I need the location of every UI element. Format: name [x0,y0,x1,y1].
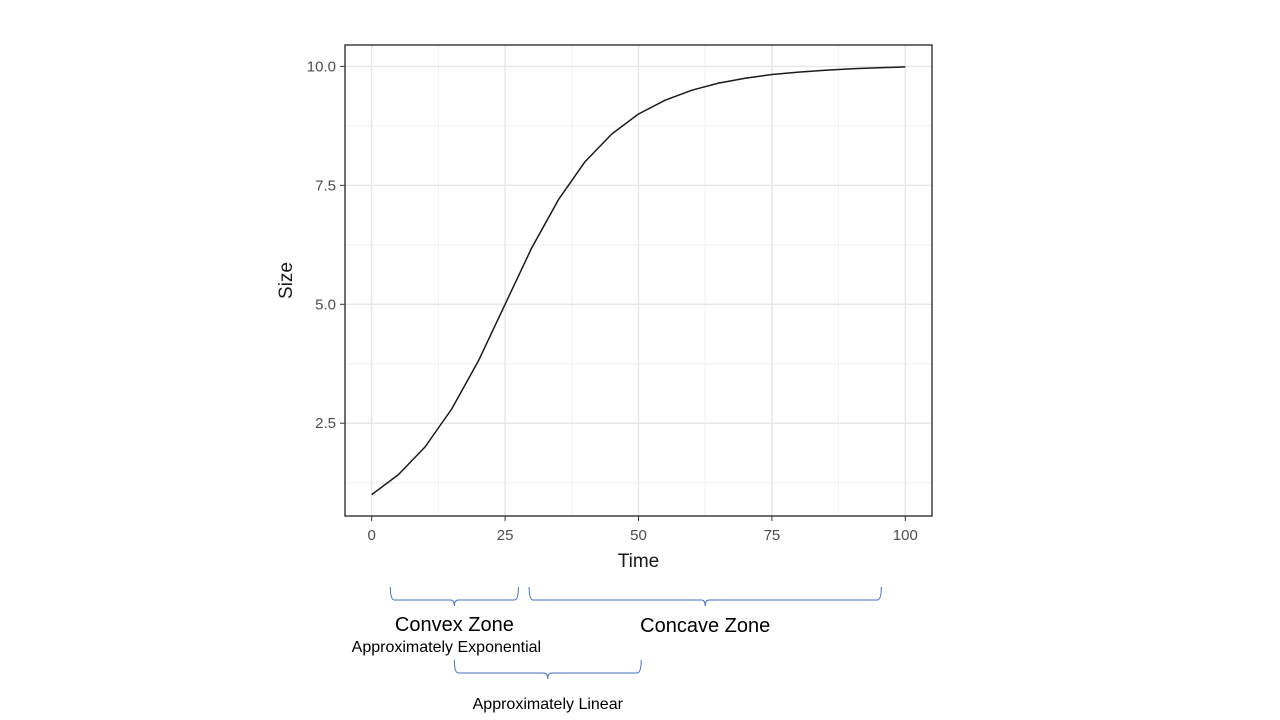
linear-label: Approximately Linear [473,696,624,713]
exponential-label: Approximately Exponential [352,639,541,656]
axis-ticks [340,65,906,521]
x-tick-label: 25 [497,527,514,544]
y-tick-label: 5.0 [315,296,336,313]
y-tick-label: 10.0 [307,58,336,75]
concave-zone-brace [528,586,882,607]
x-axis-title: Time [618,551,660,572]
series-line [371,66,906,496]
x-tick-label: 75 [764,527,781,544]
major-gridlines [345,45,932,516]
y-tick-label: 7.5 [315,177,336,194]
concave-zone-label: Concave Zone [640,615,770,637]
tick-labels: 0 25 50 75 100 2.5 5.0 7.5 10.0 [307,58,918,544]
y-tick-label: 2.5 [315,415,336,432]
x-tick-label: 100 [893,527,918,544]
x-tick-label: 0 [368,527,376,544]
linear-zone-brace [453,659,642,680]
series-layer [371,66,906,496]
convex-zone-label: Convex Zone [395,614,514,636]
x-tick-label: 50 [630,527,647,544]
zone-annotations: Convex Zone Approximately Exponential Co… [352,586,882,713]
y-axis-title: Size [276,262,297,299]
convex-zone-brace [389,586,519,607]
